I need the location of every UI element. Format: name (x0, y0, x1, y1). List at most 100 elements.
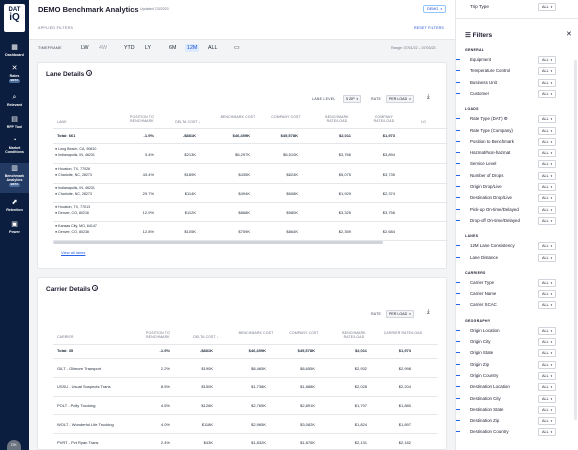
lane-delta: $213K (184, 152, 196, 157)
col-benchmark-cost[interactable]: BENCHMARK COST (238, 331, 274, 335)
filter-select[interactable]: ALL ▾ (538, 115, 557, 124)
nav-item-dashboard[interactable]: ▦ Dashboard (0, 44, 29, 62)
col-carrier[interactable]: CARRIER (57, 335, 74, 339)
lane-level-select[interactable]: 5 ZIP ▾ (343, 95, 362, 103)
filter-select[interactable]: ALL ▾ (538, 394, 557, 403)
filter-select[interactable]: ALL ▾ (538, 242, 557, 251)
filters-title-text: Filters (472, 32, 493, 39)
dat-iq-logo[interactable]: DAT iQ (4, 4, 25, 32)
col-benchmark-rate[interactable]: BENCHMARK RATE/LOAD (342, 331, 366, 340)
filter-item-label: Destination City (470, 396, 501, 401)
filter-select[interactable]: ALL ▾ (538, 126, 557, 135)
filter-item-text: Service Level (470, 161, 497, 167)
filter-select[interactable]: ALL ▾ (538, 405, 557, 414)
filter-select[interactable]: ALL ▾ (538, 56, 557, 64)
filter-select[interactable]: ALL ▾ (538, 205, 557, 214)
col-delta-cost[interactable]: DELTA COST ↓ (170, 120, 206, 124)
filter-select[interactable]: ALL ▾ (538, 78, 557, 87)
col-benchmark-rate[interactable]: BENCHMARK RATE/LOAD (325, 115, 349, 124)
trip-type-select[interactable]: ALL ▾ (538, 3, 557, 11)
carrier-benchmark: $2,965K (251, 422, 266, 427)
filter-select[interactable]: ALL ▾ (538, 216, 557, 225)
carrier-company-rate: $1,880 (398, 403, 411, 408)
filter-select[interactable]: ALL ▾ (538, 194, 557, 203)
nav-item-power[interactable]: ▣ Power (0, 221, 29, 237)
col-benchmark-cost[interactable]: BENCHMARK COST (220, 115, 256, 119)
nav-item-relevant[interactable]: ⌕ Relevant (0, 94, 29, 110)
filter-select[interactable]: ALL ▾ (538, 278, 557, 287)
avatar[interactable]: DK (7, 440, 21, 450)
timeframe-lw[interactable]: LW (81, 45, 89, 51)
filter-select[interactable]: ALL ▾ (538, 183, 557, 191)
market-icon: ◔ (12, 137, 17, 144)
col-delta-cost[interactable]: DELTA COST ↓ (186, 335, 226, 339)
nav-item-retention[interactable]: ⬈ Retention (0, 199, 29, 215)
filter-select[interactable]: ALL ▾ (538, 417, 557, 426)
panel-scrollbar[interactable] (574, 60, 577, 420)
timeframe-ly[interactable]: LY (145, 45, 152, 51)
col-position[interactable]: POSITION TO BENCHMARK (146, 331, 170, 340)
nav-item-market-conditions[interactable]: ◔ Market Conditions (0, 137, 29, 159)
nav-item-rates[interactable]: ✕ Rates BETA (0, 65, 29, 87)
download-icon[interactable]: ⤓ (427, 94, 430, 100)
horizontal-scrollbar[interactable] (53, 241, 383, 244)
filter-select-value: ALL (542, 173, 549, 178)
col-lane[interactable]: LANE (57, 120, 67, 124)
close-icon[interactable]: ✕ (566, 31, 572, 38)
info-icon[interactable]: ? (86, 70, 93, 76)
filter-select[interactable]: ALL ▾ (538, 338, 557, 346)
rate-select[interactable]: PER LOAD ▾ (386, 310, 414, 318)
lane-total-label: Total: 661 (57, 133, 76, 138)
filter-select[interactable]: ALL ▾ (538, 253, 557, 262)
chevron-down-icon: ▾ (549, 419, 553, 424)
timeframe-4w[interactable]: 4W (99, 45, 107, 51)
col-company-cost[interactable]: COMPANY COST (289, 331, 319, 335)
carrier-company: $1,876K (300, 440, 315, 445)
filter-select[interactable]: ALL ▾ (538, 428, 557, 437)
view-all-lanes-link[interactable]: View all lanes (61, 250, 86, 255)
filter-select[interactable]: ALL ▾ (538, 149, 557, 158)
filter-select[interactable]: ALL ▾ (538, 160, 557, 169)
filter-select[interactable]: ALL ▾ (538, 137, 557, 146)
nav-item-rfp-tool[interactable]: ▤ RFP Tool (0, 116, 29, 132)
lane-company-rate: $3,756 (382, 210, 395, 215)
filter-item-text: Rate Type (DAT) (470, 116, 503, 122)
filter-item-text: 12M Lane Consistency (470, 243, 515, 249)
carrier-name: GILT - Gilmore Transport (57, 366, 102, 371)
filter-select[interactable]: ALL ▾ (538, 383, 557, 392)
sort-arrow-icon: ↓ (216, 335, 219, 339)
filter-select[interactable]: ALL ▾ (538, 89, 557, 98)
download-icon[interactable]: ⤓ (427, 309, 430, 315)
lane-route: ● Long Beach, CA, 90810 ● Indianapolis, I… (55, 147, 97, 157)
reset-filters-button[interactable]: RESET FILTERS (414, 26, 445, 30)
rate-select[interactable]: PER LOAD ▾ (386, 95, 414, 103)
col-position[interactable]: POSITION TO BENCHMARK (130, 115, 154, 124)
lane-bench-rate: $3,766 (338, 152, 351, 157)
info-icon[interactable]: ? (92, 285, 99, 291)
filter-select[interactable]: ALL ▾ (538, 360, 557, 369)
col-lo[interactable]: LO (421, 120, 426, 124)
filter-select[interactable]: ALL ▾ (538, 301, 557, 310)
calendar-icon[interactable]: ▭ (234, 45, 240, 51)
demo-dropdown[interactable]: DEMO ▾ (423, 5, 446, 13)
divider (53, 143, 448, 144)
filter-select[interactable]: ALL ▾ (538, 290, 557, 299)
timeframe-ytd[interactable]: YTD (124, 45, 135, 51)
filter-select[interactable]: ALL ▾ (538, 171, 557, 180)
col-company-cost[interactable]: COMPANY COST (271, 115, 301, 119)
filter-select[interactable]: ALL ▾ (538, 67, 557, 76)
filter-select[interactable]: ALL ▾ (538, 349, 557, 358)
filter-select[interactable]: ALL ▾ (538, 371, 557, 380)
filter-select[interactable]: ALL ▾ (538, 326, 557, 335)
timeframe-6m[interactable]: 6M (169, 45, 177, 51)
filter-item-label: Customer (470, 91, 489, 96)
nav-item-benchmark-analytics[interactable]: ▥ Benchmark Analytics BETA (0, 163, 29, 193)
chevron-down-icon: ▾ (549, 218, 553, 223)
filter-item-text: Destination Drop/Live (470, 195, 512, 201)
lane-company-rate: $2,684 (382, 229, 395, 234)
filter-item-label: Carrier Type (470, 280, 494, 285)
col-company-rate[interactable]: COMPANY RATE/LOAD (373, 115, 395, 124)
col-carrier-rate[interactable]: CARRIER RATE/LOAD (383, 331, 423, 335)
timeframe-all[interactable]: ALL (208, 45, 218, 51)
timeframe-12m[interactable]: 12M (185, 44, 200, 52)
